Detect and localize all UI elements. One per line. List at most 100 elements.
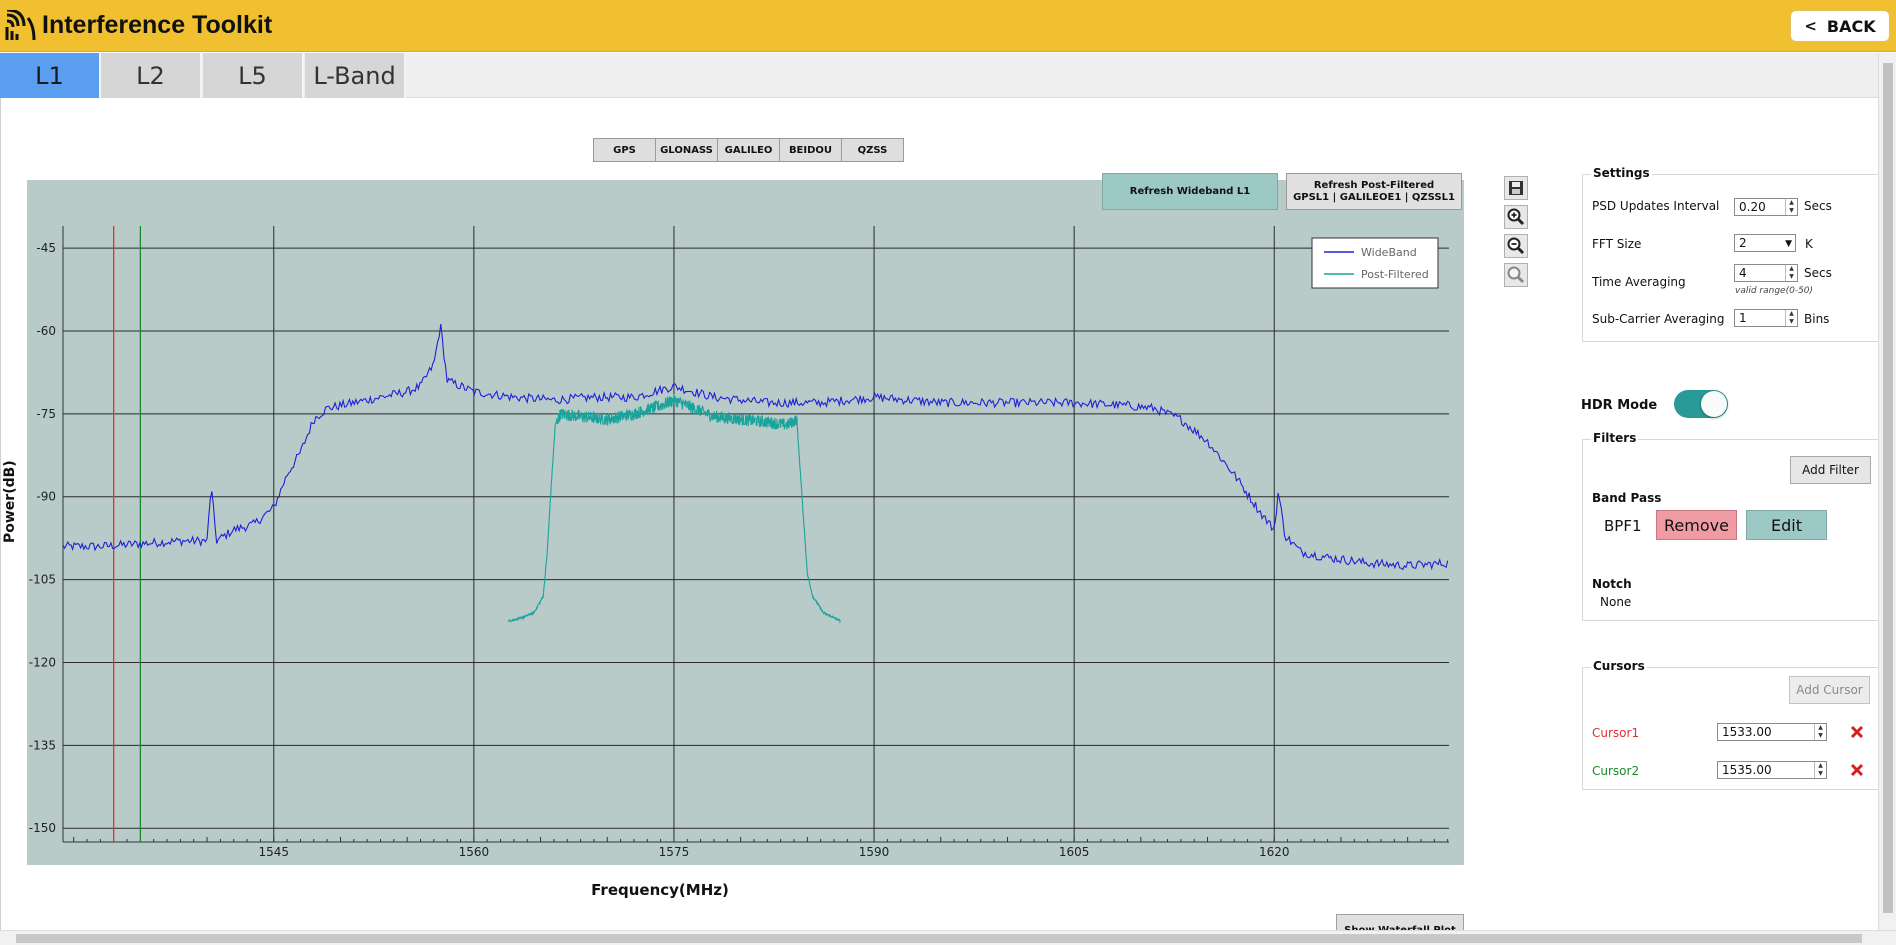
cursor1-spinbox[interactable]: 1533.00 ▲ ▼ [1717, 723, 1827, 741]
time-averaging-unit: Secs [1804, 266, 1832, 280]
series-line-wideband [62, 323, 1449, 571]
chart-legend [1311, 237, 1439, 289]
tab-l1[interactable]: L1 [0, 53, 101, 98]
constellation-button-glonass[interactable]: GLONASS [655, 138, 718, 162]
x-tick-label: 1575 [659, 845, 690, 859]
constellation-button-gps[interactable]: GPS [593, 138, 656, 162]
filters-title: Filters [1591, 431, 1639, 445]
app-title: Interference Toolkit [42, 11, 273, 39]
plot-background [27, 180, 1464, 865]
spin-arrows-icon[interactable]: ▲ ▼ [1785, 265, 1797, 281]
constellation-button-qzss[interactable]: QZSS [841, 138, 904, 162]
zoom-in-icon[interactable] [1504, 205, 1528, 229]
fft-size-label: FFT Size [1592, 237, 1642, 251]
time-averaging-hint: valid range(0-50) [1735, 286, 1814, 296]
constellation-bar: GPS GLONASS GALILEO BEIDOU QZSS [593, 138, 904, 162]
spin-arrows-icon[interactable]: ▲ ▼ [1814, 762, 1826, 778]
filters-panel: Filters [1582, 431, 1878, 621]
spin-arrows-icon[interactable]: ▲ ▼ [1814, 724, 1826, 740]
psd-interval-value: 0.20 [1739, 200, 1766, 214]
legend-label: Post-Filtered [1361, 268, 1429, 281]
subcarrier-averaging-spinbox[interactable]: 1 ▲ ▼ [1734, 309, 1798, 327]
vertical-scrollbar[interactable] [1878, 53, 1896, 930]
x-tick-label: 1560 [459, 845, 490, 859]
constellation-button-beidou[interactable]: BEIDOU [779, 138, 842, 162]
notch-value: None [1600, 595, 1632, 609]
cursor2-spinbox[interactable]: 1535.00 ▲ ▼ [1717, 761, 1827, 779]
time-averaging-value: 4 [1739, 266, 1747, 280]
x-tick-label: 1620 [1259, 845, 1290, 859]
psd-chart[interactable]: 1545 1560 1575 1590 1605 1620 -45 -60 -75 -90 -105… [0, 170, 1480, 870]
save-icon[interactable] [1504, 176, 1528, 200]
time-averaging-label: Time Averaging [1592, 275, 1686, 289]
refresh-post-line1: Refresh Post-Filtered [1313, 179, 1435, 191]
spin-arrows-icon[interactable]: ▲ ▼ [1785, 310, 1797, 326]
settings-title: Settings [1591, 166, 1652, 180]
edit-filter-button[interactable]: Edit [1746, 510, 1827, 540]
band-tab-bar: L1 L2 L5 L-Band [0, 53, 1878, 98]
delete-cursor2-icon[interactable] [1850, 763, 1864, 777]
zoom-out-icon[interactable] [1504, 234, 1528, 258]
vertical-scrollbar-thumb[interactable] [1883, 63, 1893, 913]
cursors-title: Cursors [1591, 659, 1647, 673]
zoom-reset-icon[interactable] [1504, 263, 1528, 287]
notch-label: Notch [1592, 577, 1632, 591]
toggle-knob [1701, 391, 1727, 417]
dropdown-arrow-icon: ▼ [1785, 239, 1792, 249]
logo-icon [5, 10, 36, 41]
y-axis-title: Power(dB) [2, 460, 18, 543]
settings-panel: Settings [1582, 166, 1878, 342]
y-tick-label: -90 [36, 490, 56, 504]
refresh-post-filtered-button[interactable]: Refresh Post-Filtered GPSL1 | GALILEOE1 … [1286, 173, 1462, 210]
fft-size-select[interactable]: 2 ▼ [1734, 234, 1796, 252]
add-cursor-button[interactable]: Add Cursor [1789, 676, 1870, 704]
legend-label: WideBand [1361, 246, 1417, 259]
x-tick-label: 1545 [258, 845, 289, 859]
app-header: Interference Toolkit < BACK [0, 0, 1896, 52]
cursors-panel: Cursors [1582, 659, 1878, 790]
refresh-post-line2: GPSL1 | GALILEOE1 | QZSSL1 [1293, 191, 1455, 203]
remove-filter-button[interactable]: Remove [1656, 510, 1737, 540]
constellation-button-galileo[interactable]: GALILEO [717, 138, 780, 162]
delete-cursor1-icon[interactable] [1850, 725, 1864, 739]
cursor1-label: Cursor1 [1592, 726, 1640, 740]
cursor1-value: 1533.00 [1722, 725, 1772, 739]
y-tick-label: -60 [36, 324, 56, 338]
series-line-post-filtered [507, 393, 841, 624]
fft-size-unit: K [1805, 237, 1813, 251]
tab-l2[interactable]: L2 [101, 53, 202, 98]
hdr-mode-toggle[interactable] [1674, 390, 1728, 418]
back-button-label: BACK [1826, 16, 1876, 36]
time-averaging-spinbox[interactable]: 4 ▲ ▼ [1734, 264, 1798, 282]
hdr-mode-label: HDR Mode [1581, 398, 1658, 413]
psd-interval-spinbox[interactable]: 0.20 ▲ ▼ [1734, 198, 1798, 216]
cursor2-value: 1535.00 [1722, 763, 1772, 777]
psd-interval-label: PSD Updates Interval [1592, 199, 1720, 213]
subcarrier-averaging-label: Sub-Carrier Averaging [1592, 312, 1725, 326]
chevron-left-icon: < [1804, 17, 1817, 35]
band-pass-label: Band Pass [1592, 491, 1662, 505]
horizontal-scrollbar[interactable] [0, 930, 1896, 945]
refresh-wideband-button[interactable]: Refresh Wideband L1 [1102, 173, 1278, 210]
add-filter-button[interactable]: Add Filter [1790, 456, 1871, 484]
y-tick-label: -75 [36, 407, 56, 421]
x-tick-label: 1605 [1059, 845, 1090, 859]
tab-l5[interactable]: L5 [203, 53, 304, 98]
subcarrier-averaging-value: 1 [1739, 311, 1747, 325]
horizontal-scrollbar-thumb[interactable] [16, 934, 1862, 943]
fft-size-value: 2 [1739, 236, 1747, 250]
show-waterfall-button[interactable]: Show Waterfall Plot [1336, 914, 1464, 930]
y-tick-label: -105 [29, 573, 56, 587]
spin-arrows-icon[interactable]: ▲ ▼ [1785, 199, 1797, 215]
subcarrier-averaging-unit: Bins [1804, 312, 1830, 326]
tab-l-band[interactable]: L-Band [305, 53, 406, 98]
y-tick-label: -150 [29, 821, 56, 835]
x-tick-label: 1590 [859, 845, 890, 859]
x-axis-title: Frequency(MHz) [591, 881, 729, 899]
back-button[interactable]: < BACK [1790, 10, 1890, 42]
psd-interval-unit: Secs [1804, 199, 1832, 213]
bpf-name: BPF1 [1604, 517, 1642, 535]
cursor2-label: Cursor2 [1592, 764, 1640, 778]
y-tick-label: -120 [29, 655, 56, 669]
